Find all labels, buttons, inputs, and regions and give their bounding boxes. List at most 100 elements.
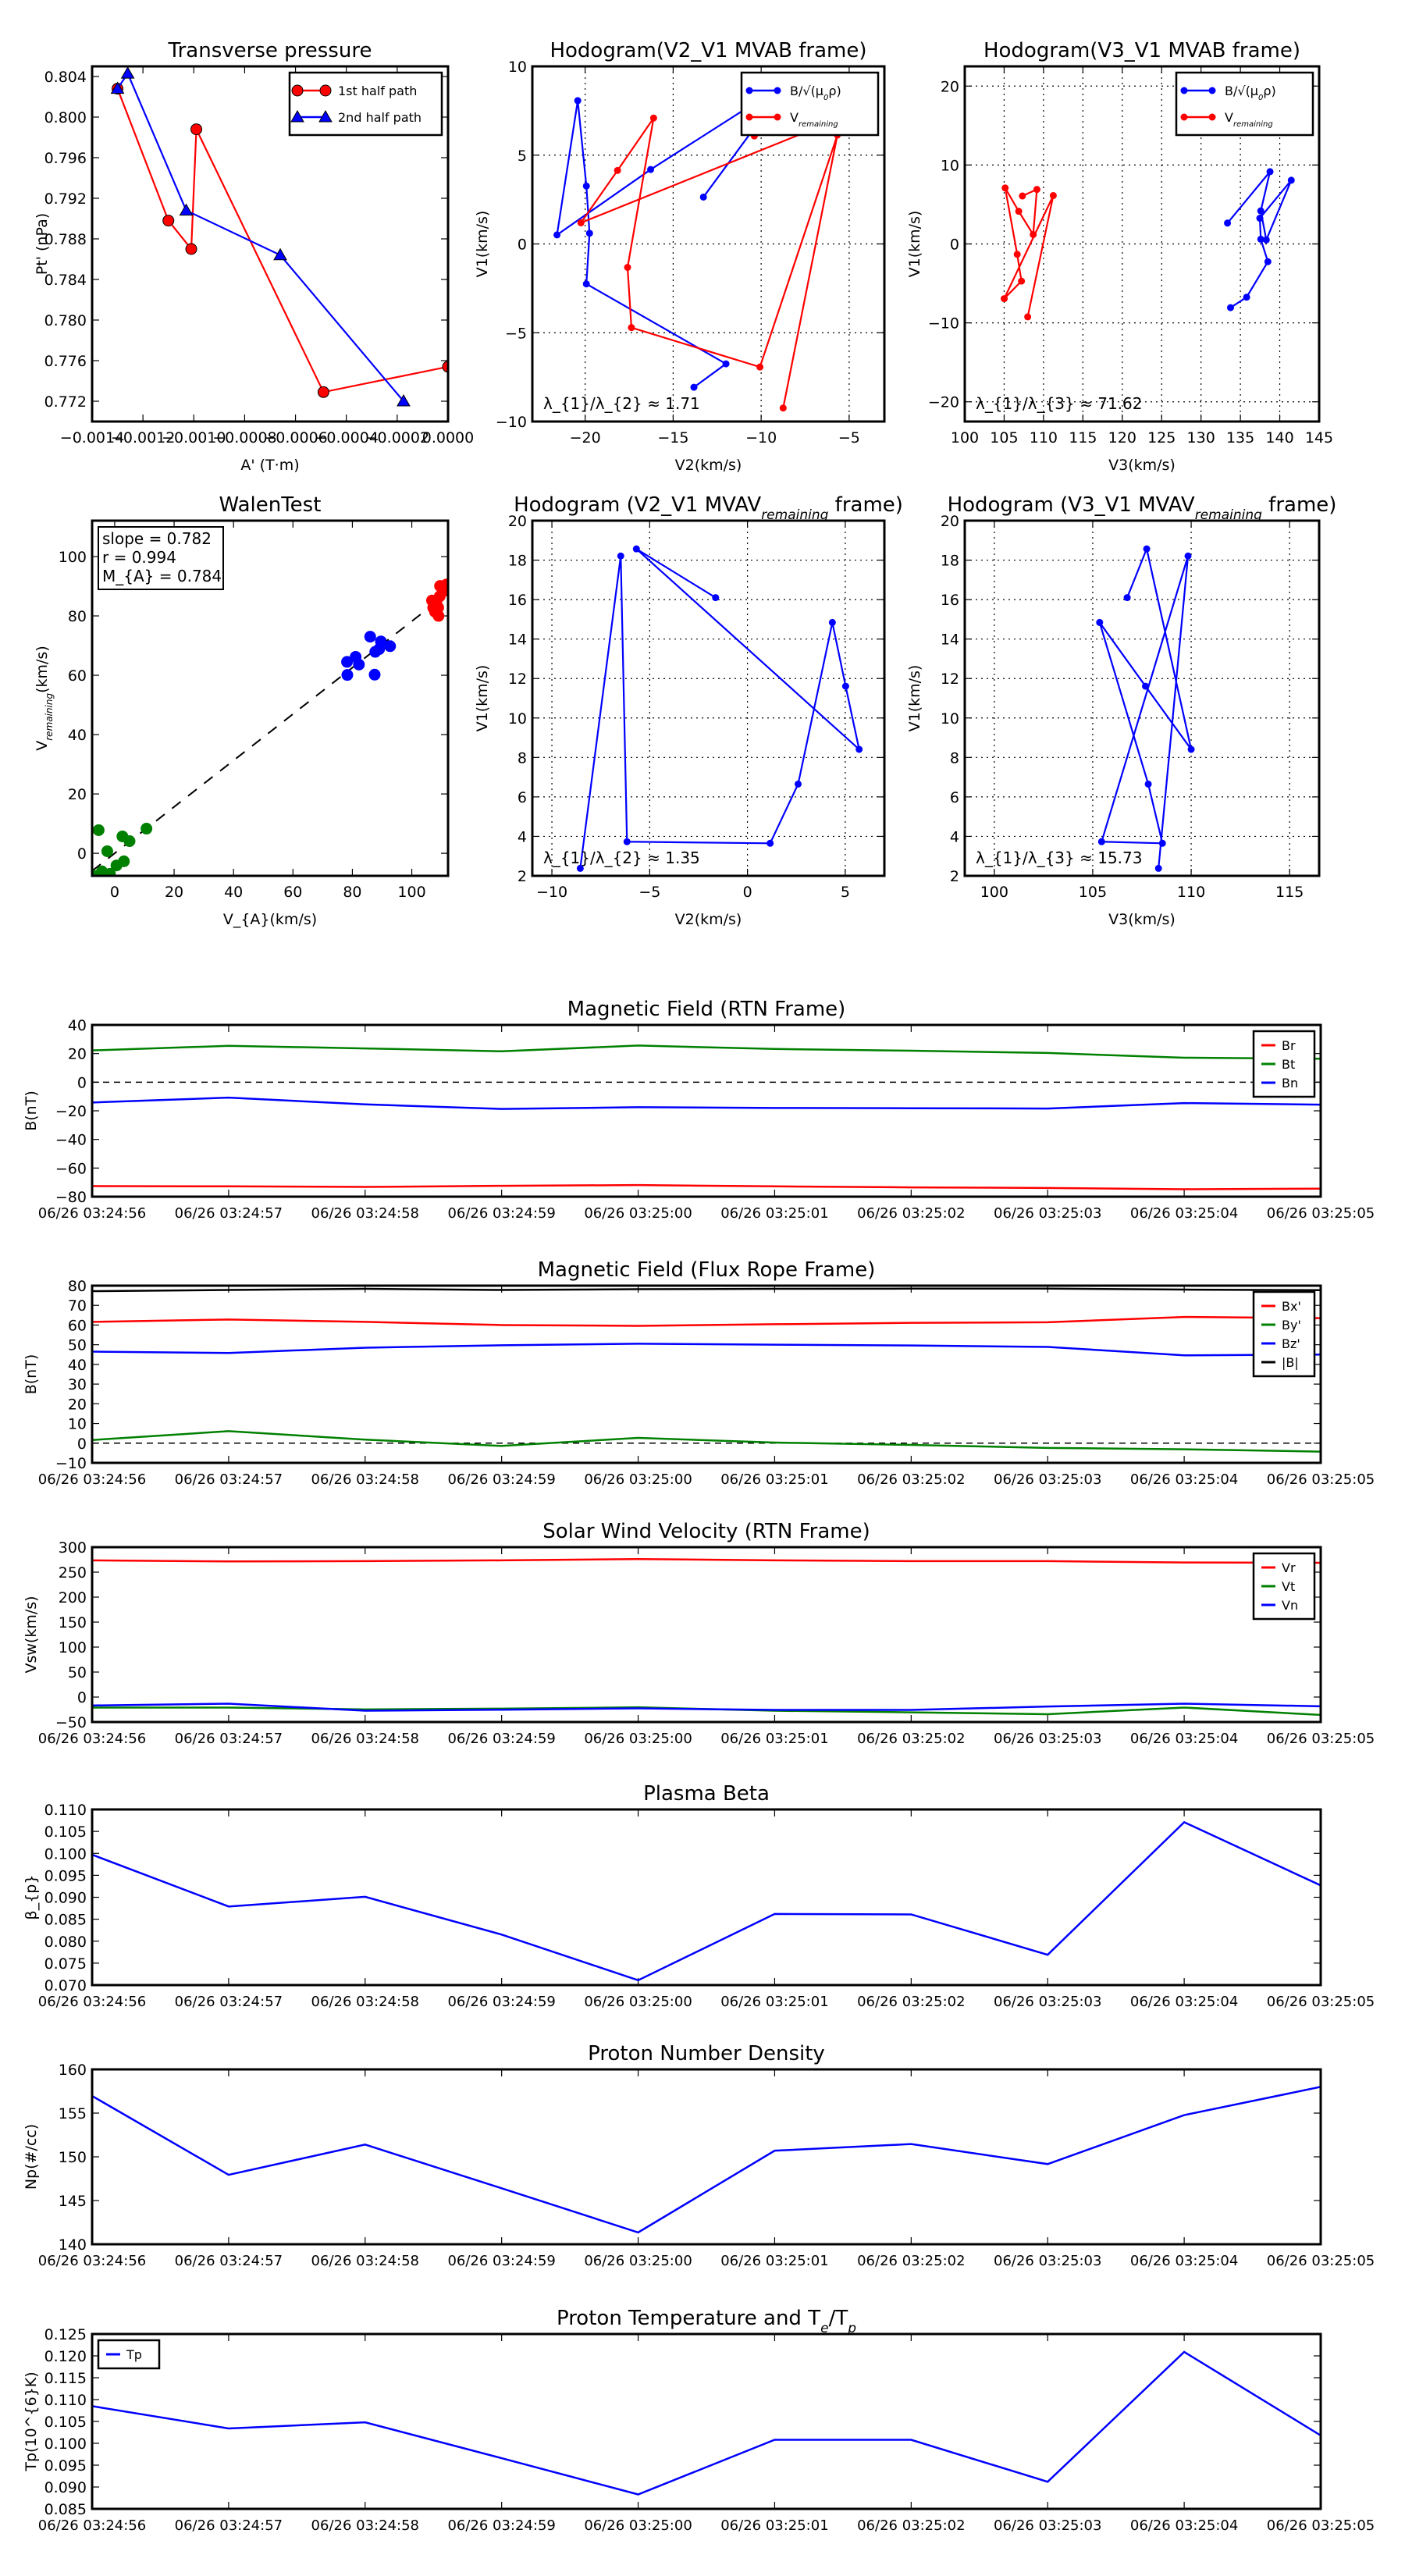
axes-frame [91,1808,1322,1987]
legend-marker [745,113,753,121]
y-tick-label: 0 [77,1689,87,1706]
x-tick-label: 06/26 03:25:03 [994,2253,1101,2269]
legend-marker [1208,87,1216,94]
y-tick-label: 50 [68,1337,87,1354]
legend-marker [290,109,304,123]
axes-frame [963,65,1321,423]
data-point [1030,230,1037,238]
x-tick-label: 60 [283,884,302,901]
text-run: B/√(μ [790,84,823,98]
chart-walen-test: WalenTest 0 20 40 60 80 100 0 20 40 60 80 100 V_{A}(k… [34,493,450,928]
x-tick-label: 100 [951,429,979,447]
y-tick-label: 0 [77,845,87,863]
series-line [92,2086,1321,2234]
text-run: V [34,741,51,751]
axes-frame [91,1023,1322,1198]
series-hodogram [576,545,863,872]
legend: B/√(μ0ρ) Vremaining [1175,71,1314,137]
y-tick-label: 0.090 [44,2479,87,2496]
text-run: Magnetic Field (Flux Rope Frame) [538,1258,876,1282]
y-tick-label: 0.100 [44,1845,87,1863]
x-tick-label: 100 [397,884,425,901]
axes-frame [91,2068,1322,2246]
text-run: Br [1282,1038,1296,1053]
chart-magnetic-field-rtn: Magnetic Field (RTN Frame) 06/26 03:24:56… [23,998,1375,1222]
y-tick-label: 250 [59,1564,87,1582]
x-tick-label: 06/26 03:24:56 [38,2517,146,2534]
text-run: Vr [1282,1560,1296,1575]
y-tick-label: 20 [941,78,959,95]
x-tick-label: 06/26 03:25:03 [994,1471,1101,1488]
plot-area [576,545,863,872]
x-tick-label: −0.0008 [212,429,276,447]
text-run: V1(km/s) [474,665,491,732]
y-tick-label: 40 [68,1357,87,1374]
series-line [92,1183,1321,1190]
y-axis-label: Vremaining(km/s) [34,646,55,751]
y-axis-label: Tp(10^{6}K) [23,2371,40,2471]
x-tick-label: −0.0012 [111,429,175,447]
data-point [1266,168,1274,176]
legend-label: Bt [1282,1057,1295,1072]
x-tick-label: 06/26 03:24:59 [447,1731,555,1747]
plot-area [92,578,448,876]
stats-line: M_{A} = 0.784 [102,567,222,585]
y-tick-label: 12 [941,671,959,688]
y-tick-label: 0.100 [44,2435,87,2453]
series-beta [92,1820,1321,1982]
data-point [104,867,116,876]
x-tick-label: 06/26 03:25:03 [994,1994,1101,2010]
y-tick-label: 0.780 [44,312,87,329]
data-point [384,640,397,653]
data-point [1224,219,1232,227]
x-tick-label: 06/26 03:24:58 [311,1994,419,2010]
axes-frame [91,519,450,877]
data-point [120,66,135,79]
x-tick-label: 5 [841,884,850,901]
y-axis-label: V1(km/s) [906,665,923,732]
legend-item: Bx' [1261,1299,1301,1314]
data-point [441,585,448,597]
text-run: remaining [1233,120,1273,129]
legend-item: B/√(μ0ρ) [745,84,841,102]
text-run: Magnetic Field (RTN Frame) [567,998,846,1021]
stats-line: slope = 0.782 [102,529,212,548]
legend-box [97,2339,161,2370]
series-bz- [92,1343,1321,1357]
y-tick-label: 40 [68,727,87,744]
y-tick-label: −5 [505,325,527,342]
data-point [582,280,590,288]
y-tick-label: 0 [77,1436,87,1453]
legend-item: B/√(μ0ρ) [1180,84,1276,102]
text-run: remaining [761,507,828,523]
series-hodogram [1096,545,1195,872]
data-point [1001,184,1009,192]
x-tick-label: −10 [536,884,567,901]
x-tick-label: 06/26 03:25:05 [1267,2253,1375,2269]
y-tick-label: −10 [55,1455,87,1472]
y-tick-label: 0.095 [44,2457,87,2475]
data-point [576,864,584,872]
y-tick-label: 0.075 [44,1955,87,1973]
x-tick-label: 0.0000 [422,429,474,447]
text-run: Hodogram (V3_V1 MVAV [948,493,1195,517]
text-run: Proton Temperature and T [557,2307,820,2330]
series-by- [92,1430,1321,1453]
text-run: V1(km/s) [906,211,923,278]
y-tick-label: 16 [508,592,527,609]
y-tick-label: 0.110 [44,1802,87,1819]
y-tick-label: 0 [518,237,527,254]
data-point [101,845,113,857]
series-line [92,1287,1321,1293]
series-group-1 [92,823,153,876]
text-run: Vt [1282,1579,1295,1594]
y-tick-label: 0.105 [44,2414,87,2431]
x-tick-label: 125 [1147,429,1176,447]
x-tick-label: −10 [745,429,777,447]
text-run: ρ) [1263,84,1275,98]
x-tick-label: 06/26 03:25:00 [584,2517,692,2534]
text-run: (km/s) [34,646,51,693]
y-tick-label: 145 [59,2193,87,2210]
y-tick-label: 10 [508,59,527,76]
